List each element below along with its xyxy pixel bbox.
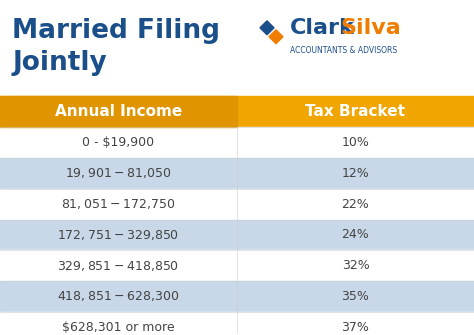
Bar xyxy=(0,250,474,281)
Text: $329,851 - $418,850: $329,851 - $418,850 xyxy=(57,259,180,273)
Text: $628,301 or more: $628,301 or more xyxy=(62,321,175,334)
Bar xyxy=(0,96,474,127)
Text: $81,051 - $172,750: $81,051 - $172,750 xyxy=(61,197,176,211)
Polygon shape xyxy=(260,21,274,35)
Text: Clark: Clark xyxy=(290,18,355,38)
Bar xyxy=(0,281,474,312)
Bar xyxy=(0,158,474,189)
Bar xyxy=(0,189,474,219)
Text: ACCOUNTANTS & ADVISORS: ACCOUNTANTS & ADVISORS xyxy=(290,46,397,55)
Bar xyxy=(0,219,474,250)
Text: Jointly: Jointly xyxy=(12,50,107,76)
Text: Tax Bracket: Tax Bracket xyxy=(306,104,405,119)
Text: 22%: 22% xyxy=(342,198,369,211)
Polygon shape xyxy=(269,30,283,44)
Text: $19,901 - $81,050: $19,901 - $81,050 xyxy=(65,166,172,180)
Text: 0 - $19,900: 0 - $19,900 xyxy=(82,136,155,149)
Bar xyxy=(0,127,474,158)
Text: 35%: 35% xyxy=(342,290,369,303)
Bar xyxy=(0,0,474,96)
Bar xyxy=(0,96,237,127)
Text: 24%: 24% xyxy=(342,228,369,242)
Bar xyxy=(0,312,474,335)
Text: 10%: 10% xyxy=(342,136,369,149)
Text: 37%: 37% xyxy=(342,321,369,334)
Text: Silva: Silva xyxy=(340,18,401,38)
Text: Married Filing: Married Filing xyxy=(12,18,220,44)
Text: 12%: 12% xyxy=(342,167,369,180)
Text: Annual Income: Annual Income xyxy=(55,104,182,119)
Text: $172,751 - $329,850: $172,751 - $329,850 xyxy=(57,228,180,242)
Text: $418,851 - $628,300: $418,851 - $628,300 xyxy=(57,289,180,304)
Text: 32%: 32% xyxy=(342,259,369,272)
